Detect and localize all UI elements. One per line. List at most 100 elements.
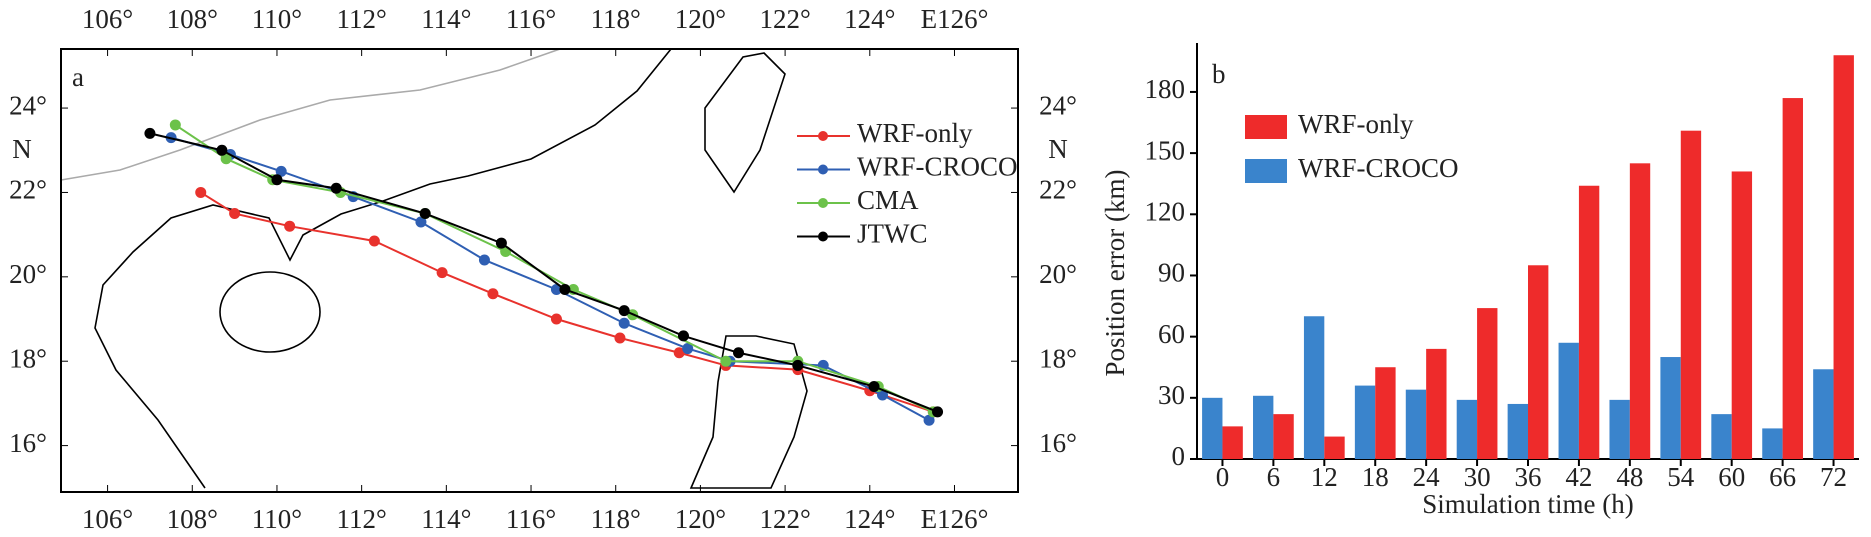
x-tick-label: 60 [1718,462,1745,492]
x-tick-label: 112° [337,4,387,34]
x-tick-label: 108° [167,504,218,534]
track-point [932,406,944,418]
bar [1405,389,1427,459]
x-tick-label: 54 [1667,462,1695,492]
bar [1222,426,1243,459]
bar [1202,397,1223,459]
taiwan [704,52,786,194]
x-tick-label: 108° [167,4,218,34]
lat-label: N [12,134,32,164]
legend-label: WRF-only [1298,109,1414,139]
track-point [720,355,732,367]
track-point [216,144,228,156]
coastlines [60,48,808,489]
y-tick-label: 24° [9,90,47,120]
x-tick-label: 106° [82,4,133,34]
bar [1354,385,1376,459]
track-point [618,317,630,329]
y-tick-label: 18° [9,343,47,373]
x-tick-label: 6 [1267,462,1281,492]
bar [1731,171,1753,459]
x-tick-label: 106° [82,504,133,534]
x-tick-label: 112° [337,504,387,534]
bar [1609,399,1630,459]
x-tick-label: 72 [1820,462,1847,492]
track-point [682,343,694,355]
y-tick-label: 24° [1039,90,1077,120]
bar [1507,403,1528,459]
bar [1813,369,1834,459]
x-tick-label: 120° [675,504,726,534]
track-point [220,153,232,165]
luzon [689,335,808,489]
x-tick-label: 66 [1769,462,1796,492]
legend-label: CMA [857,185,919,215]
panel-label: b [1212,59,1226,89]
track-point [618,305,630,317]
y-axis-label: Position error (km) [1100,170,1130,377]
legend-label: WRF-CROCO [1298,153,1459,183]
track-point [229,208,241,220]
track-point [550,283,562,295]
track-point [478,254,490,266]
bar [1456,399,1478,459]
bar [1660,357,1681,459]
track-point [792,359,804,371]
y-tick-label: 90 [1158,258,1185,288]
x-tick-label: 118° [591,504,641,534]
legend-label: WRF-CROCO [857,152,1018,182]
track-point [415,216,427,228]
x-tick-label: 110° [252,4,302,34]
track-point [487,288,499,300]
x-tick-label: 30 [1464,462,1491,492]
bar [1578,185,1600,459]
x-tick-label: 48 [1616,462,1643,492]
x-tick-label: 116° [506,4,556,34]
x-tick-label: 0 [1216,462,1230,492]
y-tick-label: 120 [1145,196,1186,226]
y-tick-label: 180 [1145,74,1186,104]
track-point [876,389,888,401]
track-point [559,283,571,295]
bar [1303,316,1325,459]
coastline [94,48,672,489]
legend-marker [818,231,828,242]
lat-label: N [1048,134,1068,164]
y-tick-label: 20° [9,259,47,289]
y-tick-label: 16° [1039,428,1077,458]
x-tick-label: 120° [675,4,726,34]
x-tick-label: 110° [252,504,302,534]
x-tick-label: E126° [921,504,989,534]
hainan [219,271,321,353]
y-tick-label: 16° [9,428,47,458]
y-tick-label: 150 [1145,135,1186,165]
track-point [550,313,562,325]
legend-swatch [1245,115,1287,139]
bar [1629,163,1651,459]
y-tick-label: 60 [1158,319,1185,349]
y-tick-label: 0 [1172,441,1186,471]
x-tick-label: 124° [844,4,895,34]
bar [1680,130,1702,459]
map-frame [60,48,1019,493]
panel-label: a [72,62,84,92]
border [60,48,561,181]
track-point [495,237,507,249]
bar [1762,428,1783,459]
y-tick-label: 30 [1158,380,1185,410]
y-tick-label: 22° [1039,175,1077,205]
track-point [144,127,156,139]
track-point [677,330,689,342]
track-point [271,174,283,186]
track-point [169,119,181,131]
x-tick-label: 36 [1515,462,1542,492]
x-tick-label: 124° [844,504,895,534]
track-point [330,182,342,194]
track-point [673,347,685,359]
track-point [195,186,207,198]
legend-swatch [1245,159,1287,183]
bar [1558,342,1579,459]
x-tick-label: 114° [421,504,471,534]
bar [1711,414,1732,459]
